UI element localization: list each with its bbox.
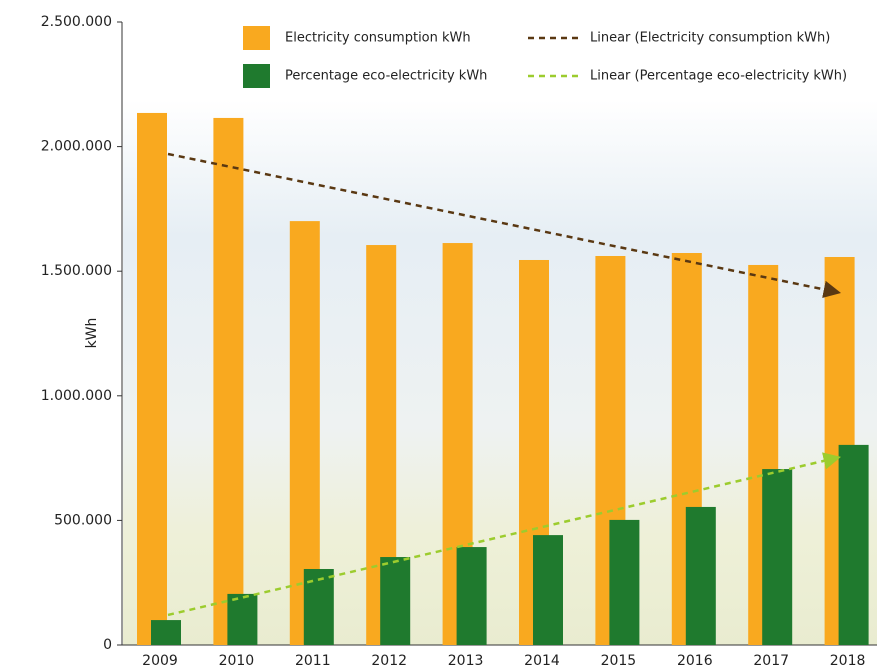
y-tick-label: 2.000.000: [41, 139, 112, 155]
y-tick-label: 2.500.000: [41, 14, 112, 30]
legend-label: Electricity consumption kWh: [285, 31, 471, 46]
legend-label: Linear (Electricity consumption kWh): [590, 31, 830, 46]
bar: [227, 593, 258, 645]
x-tick-label: 2013: [448, 653, 484, 669]
legend-label: Linear (Percentage eco-electricity kWh): [590, 69, 847, 84]
bar: [456, 547, 487, 645]
x-tick-label: 2009: [142, 653, 178, 669]
bar: [151, 620, 181, 645]
bar: [137, 112, 167, 645]
legend-swatch: [243, 26, 270, 50]
x-tick-label: 2017: [753, 653, 789, 669]
x-tick-label: 2012: [371, 653, 407, 669]
x-tick-label: 2015: [601, 653, 637, 669]
bar: [762, 469, 793, 645]
bar: [533, 535, 563, 645]
legend-label: Percentage eco-electricity kWh: [285, 69, 487, 84]
x-tick-label: 2011: [295, 653, 331, 669]
y-tick-label: 1.500.000: [41, 263, 112, 279]
bar: [609, 519, 640, 645]
y-tick-label: 500.000: [54, 512, 112, 528]
y-tick-label: 1.000.000: [41, 388, 112, 404]
trend-line: [167, 452, 842, 617]
y-axis-label: kWh: [84, 318, 100, 349]
x-tick-label: 2010: [219, 653, 255, 669]
x-tick-label: 2014: [524, 653, 560, 669]
bar: [685, 506, 716, 645]
bar: [380, 557, 411, 645]
legend-swatch: [243, 64, 270, 88]
trend-line: [167, 152, 842, 298]
x-tick-label: 2016: [677, 653, 713, 669]
bar: [213, 117, 244, 645]
x-tick-label: 2018: [830, 653, 866, 669]
bar: [838, 444, 869, 645]
y-tick-label: 0: [103, 637, 112, 653]
